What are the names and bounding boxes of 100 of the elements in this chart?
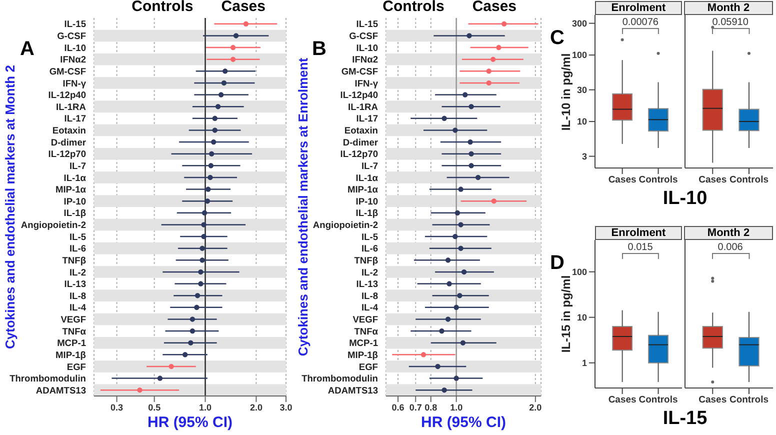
y-tick-label: IL-1α <box>356 172 378 183</box>
text: B <box>312 38 326 61</box>
y-tick-label: ADAMTS13 <box>36 385 86 396</box>
chart-title: Month 2 <box>684 1 773 15</box>
point <box>190 328 196 334</box>
point <box>200 246 205 251</box>
y-tick-label: IL-12p70 <box>48 149 86 160</box>
y-tick-label: GM-CSF <box>49 66 86 76</box>
x-tick-label: Controls <box>638 174 678 186</box>
y-tick-label: IL-1RA <box>56 102 86 112</box>
y-tick-label: 100 <box>572 267 587 278</box>
point <box>460 340 466 346</box>
y-tick-label: IL-10 <box>356 42 378 53</box>
point <box>188 340 194 346</box>
annotation: 0.015 <box>626 242 654 253</box>
y-tick-label: Thrombomodulin <box>302 374 378 384</box>
y-tick-label: D-dimer <box>342 137 378 148</box>
point <box>468 104 474 110</box>
point <box>452 128 458 133</box>
y-axis-title: IL-15 in pg/ml <box>559 275 573 353</box>
y-tick-label: ADAMTS13 <box>328 385 378 396</box>
x-axis-title: HR (95% CI) <box>420 414 507 432</box>
y-tick-label: IL-1α <box>64 172 86 183</box>
y-tick-label: IL-15 <box>64 19 86 30</box>
y-tick-label: IL-13 <box>356 279 378 290</box>
y-tick-label: IL-4 <box>69 302 87 313</box>
x-tick-label: 0.3 <box>110 402 124 412</box>
y-tick-label: G-CSF <box>57 31 86 42</box>
point <box>454 210 460 216</box>
point <box>461 269 467 275</box>
y-tick-label: IP-10 <box>356 196 378 206</box>
point <box>190 316 196 322</box>
point <box>468 163 474 168</box>
point <box>202 210 208 216</box>
chart-title: Enrolment <box>595 1 682 15</box>
y-tick-label: IL-12p70 <box>340 149 378 160</box>
text: Cases <box>472 0 517 15</box>
y-tick-label: IL-6 <box>69 244 86 254</box>
annotation: 0.00076 <box>622 17 658 28</box>
y-tick-label: IL-8 <box>69 290 86 301</box>
y-tick-label: IFN-γ <box>62 78 87 88</box>
point <box>212 116 218 122</box>
y-tick-label: IL-7 <box>69 160 86 171</box>
point <box>201 234 206 240</box>
y-tick-label: Angiopoietin-2 <box>20 220 86 230</box>
y-tick-label: 30 <box>576 84 587 95</box>
y-tick-label: TNFα <box>62 326 86 336</box>
x-tick-label: 3.0 <box>280 402 292 412</box>
text: A <box>20 38 34 61</box>
y-tick-label: IL-1β <box>356 208 378 218</box>
point <box>218 92 224 98</box>
x-tick-label: 0.8 <box>424 402 438 412</box>
y-tick-label: IFNα2 <box>60 54 86 65</box>
point <box>468 151 474 156</box>
x-tick-label: 2.0 <box>529 402 542 412</box>
point <box>491 198 497 204</box>
point <box>475 174 481 180</box>
y-tick-label: IL-1RA <box>348 102 378 112</box>
y-tick-label: EGF <box>66 362 86 372</box>
x-tick-label: Cases <box>608 394 636 406</box>
x-tick-label: Controls <box>729 394 769 406</box>
point <box>458 222 464 228</box>
x-tick-label: 1.0 <box>450 402 463 412</box>
y-tick-label: IL-15 <box>356 19 378 30</box>
y-tick-label: IL-7 <box>361 160 378 171</box>
point <box>221 80 227 86</box>
y-tick-label: TNFβ <box>354 255 378 266</box>
y-tick-label: 10 <box>576 116 587 127</box>
chart-title: Enrolment <box>595 226 682 240</box>
y-tick-label: TNFα <box>354 326 378 336</box>
x-tick-label: Controls <box>729 174 769 186</box>
y-tick-label: IL-17 <box>356 114 378 124</box>
y-tick-label: IL-5 <box>361 232 378 242</box>
annotation: 0.05910 <box>712 17 749 28</box>
x-axis-title: HR (95% CI) <box>146 414 234 432</box>
y-tick-label: MIP-1α <box>55 184 86 195</box>
point <box>222 68 228 74</box>
y-tick-label: VEGF <box>60 314 86 325</box>
x-tick-label: 0.5 <box>148 402 161 412</box>
x-tick-label: 0.7 <box>409 402 422 412</box>
point <box>490 56 496 62</box>
y-tick-label: IL-13 <box>64 279 86 290</box>
text: Controls <box>382 0 444 15</box>
point <box>468 139 473 145</box>
point <box>454 304 459 310</box>
y-tick-label: IL-17 <box>64 114 86 124</box>
point <box>200 258 205 263</box>
y-tick-label: IL-8 <box>361 290 378 301</box>
y-axis-title: Cytokines and endothelial markers at Month 2 <box>2 65 18 349</box>
y-tick-label: G-CSF <box>349 31 378 42</box>
point <box>204 198 210 204</box>
y-tick-label: IL-12p40 <box>48 90 86 100</box>
point <box>210 139 216 145</box>
y-tick-label: Angiopoietin-2 <box>312 220 378 230</box>
y-tick-label: EGF <box>358 362 378 372</box>
y-tick-label: MIP-1β <box>348 350 378 360</box>
y-tick-label: IL-6 <box>361 244 378 254</box>
text: Controls <box>132 0 194 15</box>
point <box>209 151 214 156</box>
point <box>458 246 464 251</box>
